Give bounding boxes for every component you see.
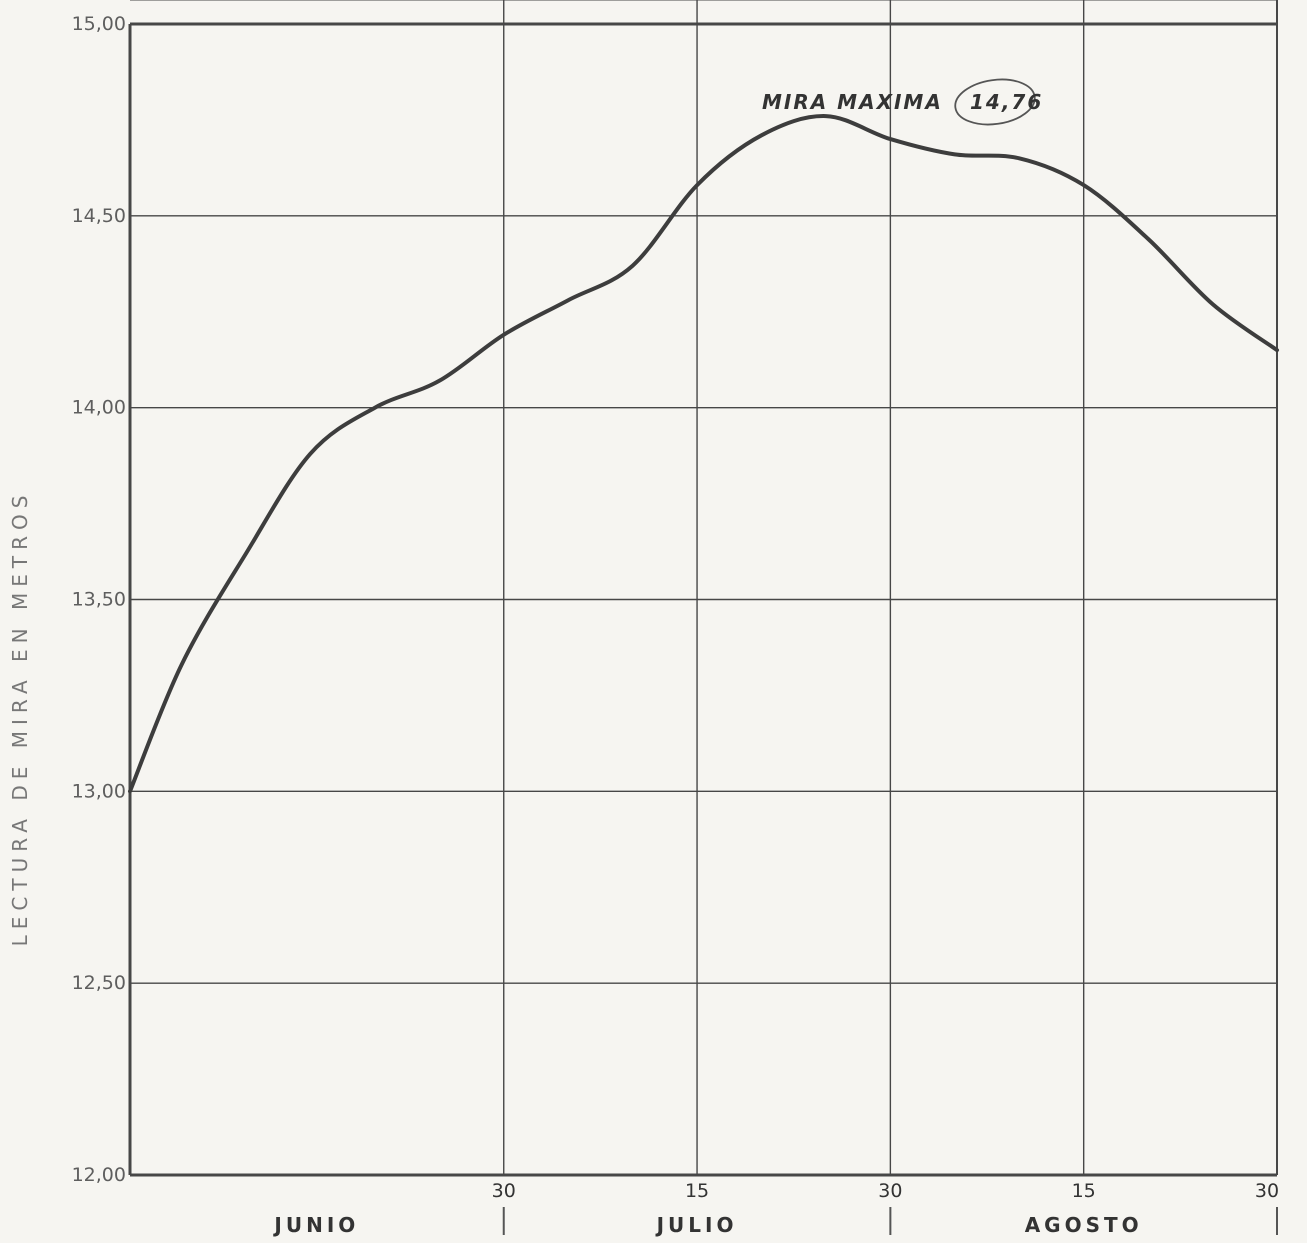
x-tick-label: 30 [1255, 1180, 1279, 1202]
x-tick-label: 15 [1072, 1180, 1096, 1202]
y-tick-label: 12,00 [72, 1164, 126, 1186]
annotation-value: 14,76 [970, 90, 1043, 114]
data-point [631, 264, 635, 268]
y-tick-label: 14,00 [72, 397, 126, 419]
x-tick-label: 15 [685, 1180, 709, 1202]
data-point [760, 133, 764, 137]
data-point [1146, 237, 1150, 241]
month-label: JUNIO [272, 1213, 359, 1237]
data-point [128, 789, 132, 793]
y-tick-label: 14,50 [72, 205, 126, 227]
data-point [244, 552, 248, 556]
annotation-label: MIRA MAXIMA [762, 90, 943, 114]
data-point [502, 333, 506, 337]
data-point [437, 379, 441, 383]
y-axis-label: LECTURA DE MIRA EN METROS [8, 490, 32, 947]
data-point [1275, 348, 1279, 352]
data-point [566, 298, 570, 302]
annotation-layer: MIRA MAXIMA 14,76 [762, 78, 1043, 126]
y-tick-label: 13,00 [72, 780, 126, 802]
month-label: AGOSTO [1025, 1213, 1143, 1237]
data-point [824, 114, 828, 118]
x-tick-labels: 30 15 30 15 30 [492, 1180, 1279, 1202]
annotation-ellipse [954, 78, 1036, 126]
y-tick-label: 13,50 [72, 589, 126, 611]
data-point [1017, 156, 1021, 160]
y-tick-label: 12,50 [72, 972, 126, 994]
month-label: JULIO [655, 1213, 738, 1237]
series-layer [128, 114, 1279, 794]
y-tick-labels: 12,00 12,50 13,00 13,50 14,00 14,50 15,00 [72, 13, 126, 1186]
data-point [373, 406, 377, 410]
data-point [695, 183, 699, 187]
data-point [1082, 183, 1086, 187]
x-tick-label: 30 [492, 1180, 516, 1202]
series-line [128, 114, 1279, 794]
grid-layer [128, 0, 1278, 1177]
data-point [308, 452, 312, 456]
month-labels: JUNIO JULIO AGOSTO [272, 1207, 1278, 1237]
y-tick-label: 15,00 [72, 13, 126, 35]
x-tick-label: 30 [878, 1180, 902, 1202]
data-point [1211, 302, 1215, 306]
data-point [888, 137, 892, 141]
data-point [953, 152, 957, 156]
data-point [180, 663, 184, 667]
